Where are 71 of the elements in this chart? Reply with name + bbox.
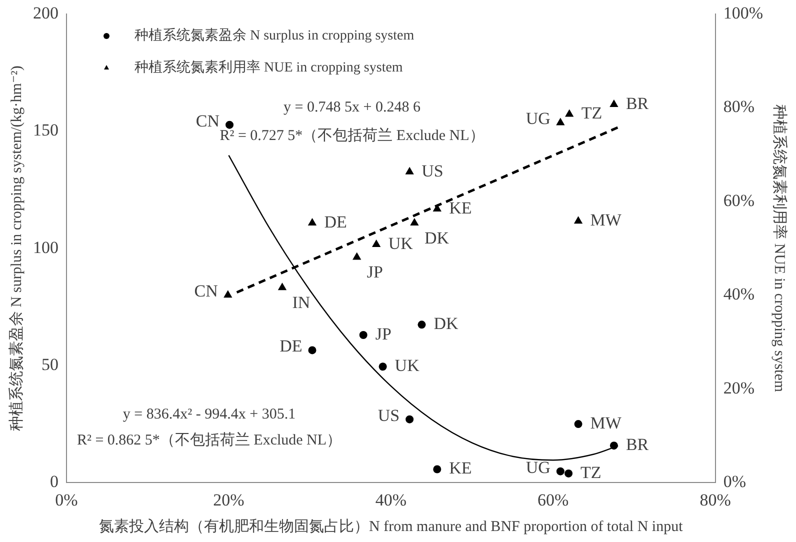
point — [610, 442, 618, 450]
data-label: IN — [292, 293, 310, 312]
data-label: DK — [434, 314, 460, 334]
data-label: KE — [449, 458, 472, 478]
data-label: UK — [394, 356, 420, 376]
y-tick-label: 50 — [42, 354, 58, 374]
annotation: y = 836.4x² - 994.4x + 305.1 — [122, 406, 296, 423]
point — [433, 465, 442, 474]
point — [574, 216, 583, 224]
data-label: MW — [590, 210, 622, 230]
point — [610, 99, 618, 107]
point — [564, 469, 573, 478]
point — [432, 204, 442, 212]
data-label: BR — [626, 94, 650, 113]
y2-tick-label: 100% — [723, 3, 764, 22]
point — [418, 320, 426, 329]
legend-label: 种植系统氮素盈余 N surplus in cropping system — [134, 28, 414, 44]
x-axis-title: 氮素投入结构（有机肥和生物固氮占比）N from manure and BNF proportion of total N input — [99, 518, 684, 535]
annotation: R² = 0.727 5*（不包括荷兰 Exclude NL） — [220, 126, 484, 144]
point — [574, 420, 582, 428]
data-label: UG — [526, 109, 550, 128]
x-tick-label: 60% — [538, 490, 569, 510]
point — [308, 346, 316, 354]
annotation: y = 0.748 5x + 0.248 6 — [284, 100, 421, 116]
y2-tick-label: 0% — [723, 472, 746, 492]
point — [565, 109, 574, 117]
y2-axis-title: 种植系统氮素利用率 NUE in cropping system — [771, 104, 788, 392]
y-tick-label: 0 — [50, 472, 58, 492]
data-label: CN — [194, 282, 218, 301]
data-label: US — [422, 161, 444, 180]
x-tick-label: 20% — [213, 490, 244, 510]
point — [372, 240, 381, 248]
point — [224, 290, 232, 298]
data-label: UK — [388, 234, 414, 254]
y2-tick-label: 60% — [723, 190, 755, 210]
point — [405, 166, 414, 174]
y-tick-label: 150 — [33, 120, 58, 140]
point — [226, 120, 234, 129]
point — [278, 282, 287, 290]
y-tick-label: 200 — [33, 3, 58, 22]
x-tick-label: 0% — [55, 490, 78, 510]
data-label: TZ — [581, 104, 602, 123]
point — [352, 252, 362, 260]
point — [308, 218, 317, 226]
data-label: DE — [324, 212, 347, 232]
data-label: TZ — [580, 462, 602, 482]
point — [556, 118, 565, 126]
y2-tick-label: 20% — [723, 378, 755, 398]
x-tick-label: 40% — [375, 490, 407, 510]
x-tick-label: 80% — [700, 490, 731, 510]
data-label: US — [378, 406, 400, 425]
annotation: R² = 0.862 5*（不包括荷兰 Exclude NL） — [76, 431, 342, 448]
y-tick-label: 100 — [33, 238, 58, 257]
point — [378, 362, 387, 371]
point — [410, 218, 419, 226]
data-label: UG — [526, 458, 550, 477]
y2-tick-label: 80% — [723, 97, 755, 116]
data-label: JP — [375, 324, 392, 344]
data-label: CN — [196, 111, 220, 130]
data-label: DK — [424, 228, 450, 248]
data-label: BR — [626, 435, 650, 454]
point — [406, 415, 414, 424]
data-label: JP — [366, 262, 383, 282]
point — [556, 467, 564, 476]
data-label: KE — [449, 198, 472, 218]
y2-tick-label: 40% — [723, 284, 755, 304]
data-label: DE — [280, 336, 302, 356]
legend-label: 种植系统氮素利用率 NUE in cropping system — [134, 60, 403, 76]
y-axis-title: 种植系统氮素盈余 N surplus in cropping system/(kg·hm⁻²) — [8, 66, 25, 431]
point — [359, 330, 368, 339]
data-label: MW — [590, 413, 622, 432]
